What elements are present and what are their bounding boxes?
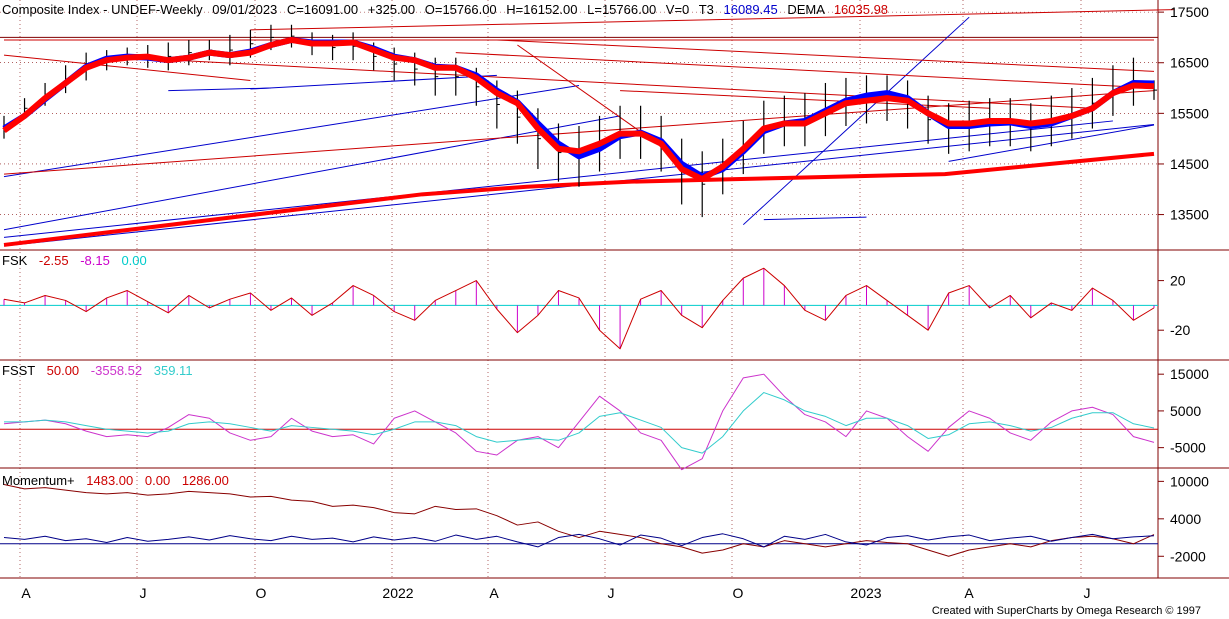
indicator-tick-label: -2000 xyxy=(1170,548,1206,564)
x-axis-label: J xyxy=(140,585,147,601)
x-axis-label: A xyxy=(489,585,499,601)
x-axis-label: A xyxy=(21,585,31,601)
fsst-header: FSST 50.00 -3558.52 359.11 xyxy=(2,363,193,378)
indicator-tick-label: 10000 xyxy=(1170,473,1209,489)
fsk-panel-fsk-line xyxy=(3,267,1155,350)
fsst-header-v1: 50.00 xyxy=(47,363,80,378)
price-header-open: O=15766.00 xyxy=(425,2,497,17)
price-header-dema-label: DEMA xyxy=(787,2,825,17)
price-header: Composite Index - UNDEF-Weekly 09/01/202… xyxy=(2,2,888,17)
momentum-header-v2: 0.00 xyxy=(145,473,170,488)
red-trendline xyxy=(106,56,1093,109)
fsk-header-v2: -8.15 xyxy=(80,253,110,268)
x-axis-label: J xyxy=(608,585,615,601)
price-tick-label: 13500 xyxy=(1170,207,1209,223)
blue-trendline xyxy=(742,16,970,226)
price-header-high: H=16152.00 xyxy=(506,2,577,17)
price-header-close: C=16091.00 xyxy=(287,2,358,17)
price-header-volume: V=0 xyxy=(666,2,690,17)
price-panel xyxy=(2,9,1175,247)
x-axis-label: 2022 xyxy=(382,585,413,601)
price-tick-label: 14500 xyxy=(1170,156,1209,172)
blue-trendline xyxy=(763,216,867,221)
momentum-header-v3: 1286.00 xyxy=(182,473,229,488)
price-header-dema-value: 16035.98 xyxy=(834,2,888,17)
indicator-tick-label: 20 xyxy=(1170,273,1186,289)
price-header-name: Composite Index - UNDEF-Weekly xyxy=(2,2,203,17)
fsst-header-name: FSST xyxy=(2,363,35,378)
momentum-header: Momentum+ 1483.00 0.00 1286.00 xyxy=(2,473,229,488)
red-trendline xyxy=(455,52,1155,89)
x-axis-label: J xyxy=(1084,585,1091,601)
blue-trendline xyxy=(3,115,621,231)
x-axis-label: A xyxy=(964,585,974,601)
indicator-tick-label: 5000 xyxy=(1170,403,1201,419)
price-tick-label: 15500 xyxy=(1170,105,1209,121)
y-axis-ticks: 17500 16500 15500 14500 13500 20 -20 15000 5000 -… xyxy=(1158,4,1209,564)
indicator-tick-label: -20 xyxy=(1170,322,1190,338)
vertical-gridlines xyxy=(19,0,1082,578)
blue-trendline xyxy=(250,74,497,90)
indicator-tick-label: -5000 xyxy=(1170,440,1206,456)
x-axis-label: O xyxy=(256,585,267,601)
red-trendline xyxy=(3,54,251,81)
blue-trendline xyxy=(3,85,580,178)
red-trendline xyxy=(250,9,1175,31)
dema-series-line xyxy=(2,36,1155,183)
fsk-panel xyxy=(0,267,1158,350)
fsst-panel-signal-line xyxy=(4,392,1155,454)
fsk-header: FSK -2.55 -8.15 0.00 xyxy=(2,253,147,268)
price-header-t3-label: T3 xyxy=(699,2,714,17)
fsk-header-name: FSK xyxy=(2,253,28,268)
momentum-panel xyxy=(0,483,1158,557)
panel-frames xyxy=(0,0,1229,579)
indicator-tick-label: 4000 xyxy=(1170,511,1201,527)
mom-panel-signal-line xyxy=(3,533,1155,548)
footer-credit: Created with SuperCharts by Omega Resear… xyxy=(932,605,1201,617)
indicator-tick-label: 15000 xyxy=(1170,366,1209,382)
fsst-panel xyxy=(0,373,1158,471)
fsk-header-v1: -2.55 xyxy=(39,253,69,268)
momentum-header-v1: 1483.00 xyxy=(86,473,133,488)
mom-panel-momentum-line xyxy=(3,483,1155,557)
price-header-low: L=15766.00 xyxy=(587,2,656,17)
fsst-header-v3: 359.11 xyxy=(154,363,193,378)
x-axis-labels: A J O 2022 A J O 2023 A J xyxy=(21,585,1090,601)
dema-line xyxy=(2,36,1155,183)
price-header-date: 09/01/2023 xyxy=(212,2,277,17)
x-axis-label: 2023 xyxy=(850,585,881,601)
price-tick-label: 17500 xyxy=(1170,4,1209,20)
price-header-t3-value: 16089.45 xyxy=(723,2,777,17)
price-header-change: +325.00 xyxy=(368,2,415,17)
x-axis-label: O xyxy=(733,585,744,601)
price-tick-label: 16500 xyxy=(1170,55,1209,71)
fsk-header-v3: 0.00 xyxy=(121,253,146,268)
fsst-panel-fsst-line xyxy=(3,373,1155,471)
fsst-header-v2: -3558.52 xyxy=(91,363,142,378)
red-trendline xyxy=(496,39,1155,72)
red-trendline xyxy=(517,44,662,147)
momentum-header-name: Momentum+ xyxy=(2,473,75,488)
